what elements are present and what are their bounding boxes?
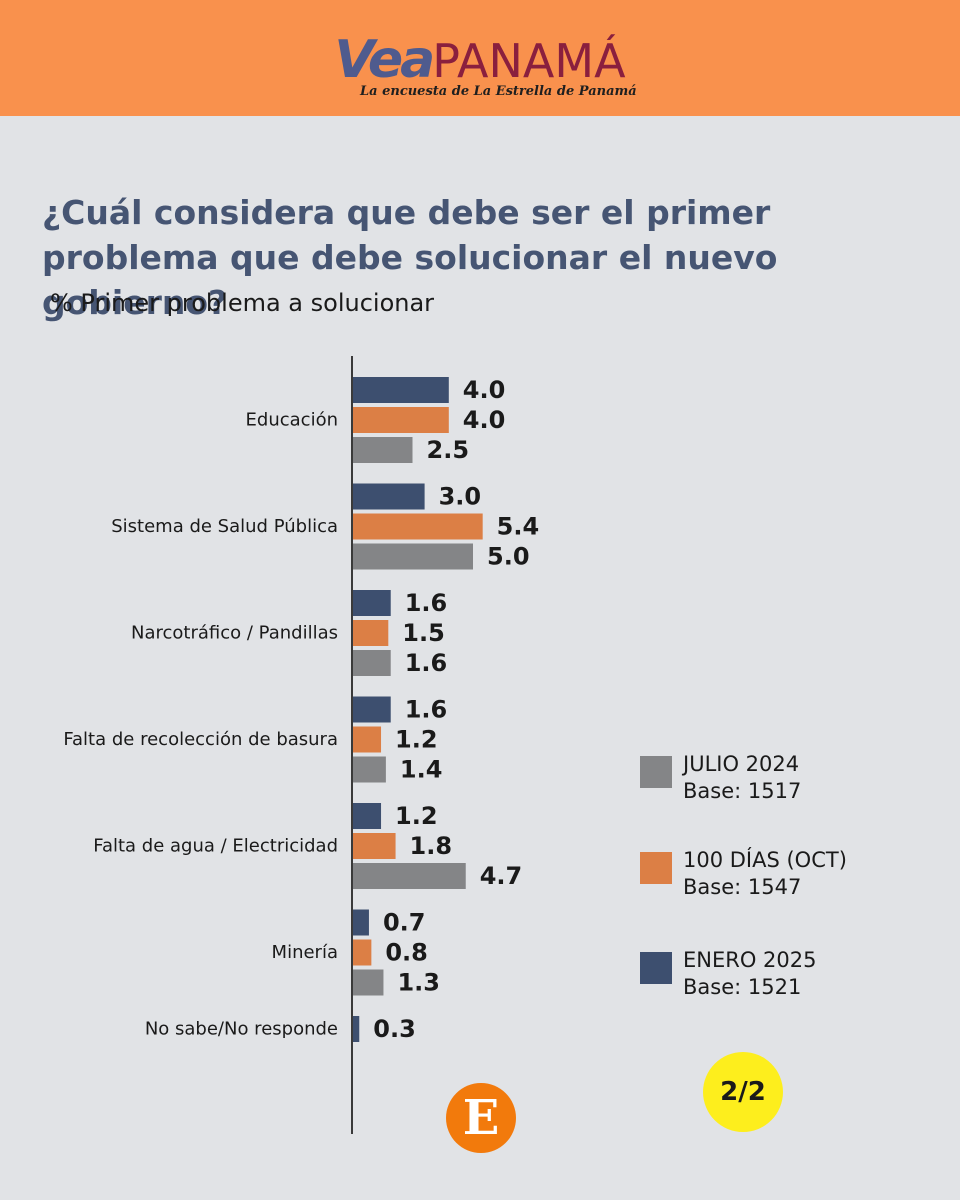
category-label: Sistema de Salud Pública bbox=[111, 516, 338, 537]
value-label: 3.0 bbox=[439, 483, 482, 511]
value-label: 1.5 bbox=[402, 619, 445, 647]
value-label: 0.7 bbox=[383, 909, 426, 937]
legend-swatch bbox=[640, 952, 672, 984]
category-label: Falta de recolección de basura bbox=[63, 729, 338, 750]
legend-label: ENERO 2025 bbox=[683, 948, 817, 972]
legend-base: Base: 1521 bbox=[683, 975, 802, 999]
estrella-logo-icon: E bbox=[446, 1083, 516, 1153]
bar bbox=[352, 620, 389, 646]
category-label: No sabe/No responde bbox=[145, 1019, 338, 1040]
chart-title: ¿Cuál considera que debe ser el primer p… bbox=[42, 193, 778, 322]
bar bbox=[352, 407, 449, 433]
legend-label: JULIO 2024 bbox=[683, 752, 800, 776]
page-indicator-badge: 2/2 bbox=[703, 1052, 783, 1132]
bar bbox=[352, 696, 391, 723]
value-label: 5.0 bbox=[487, 543, 530, 571]
legend-swatch bbox=[640, 756, 672, 788]
value-label: 1.2 bbox=[395, 802, 438, 830]
value-label: 0.3 bbox=[373, 1015, 416, 1043]
value-label: 1.3 bbox=[397, 969, 440, 997]
brand-panama: PANAMÁ bbox=[432, 34, 626, 88]
value-label: 4.0 bbox=[463, 376, 506, 404]
value-label: 0.8 bbox=[385, 939, 428, 967]
bar bbox=[352, 756, 386, 783]
brand-vea: Vea bbox=[334, 30, 435, 90]
category-label: Minería bbox=[272, 942, 338, 963]
category-label: Falta de agua / Electricidad bbox=[93, 836, 338, 857]
bar bbox=[352, 1016, 360, 1042]
value-label: 2.5 bbox=[427, 436, 470, 464]
value-label: 4.0 bbox=[463, 406, 506, 434]
bar bbox=[352, 969, 384, 996]
bar bbox=[352, 726, 382, 753]
bar bbox=[352, 939, 372, 966]
header-banner bbox=[0, 0, 960, 116]
value-label: 4.7 bbox=[480, 862, 523, 890]
bar bbox=[352, 590, 391, 616]
legend-label: 100 DÍAS (OCT) bbox=[683, 848, 847, 872]
chart-subtitle: % Primer problema a solucionar bbox=[50, 289, 435, 317]
value-label: 1.6 bbox=[405, 649, 448, 677]
brand-tagline: La encuesta de La Estrella de Panamá bbox=[360, 84, 637, 99]
bar bbox=[352, 803, 382, 829]
value-label: 1.8 bbox=[410, 832, 453, 860]
bar bbox=[352, 513, 483, 540]
value-label: 1.2 bbox=[395, 726, 438, 754]
bar bbox=[352, 483, 425, 510]
category-label: Narcotráfico / Pandillas bbox=[131, 623, 338, 644]
category-label: Educación bbox=[246, 410, 338, 431]
legend-swatch bbox=[640, 852, 672, 884]
value-label: 5.4 bbox=[497, 513, 540, 541]
bar bbox=[352, 377, 449, 403]
bar bbox=[352, 909, 369, 936]
legend-base: Base: 1547 bbox=[683, 875, 802, 899]
value-label: 1.6 bbox=[405, 696, 448, 724]
bar bbox=[352, 543, 473, 570]
value-label: 1.4 bbox=[400, 756, 443, 784]
brand-logo: VeaPANAMÁ bbox=[0, 30, 960, 90]
bar bbox=[352, 650, 391, 676]
bar bbox=[352, 863, 466, 889]
legend-base: Base: 1517 bbox=[683, 779, 802, 803]
bar bbox=[352, 833, 396, 859]
bar bbox=[352, 437, 413, 463]
value-label: 1.6 bbox=[405, 589, 448, 617]
